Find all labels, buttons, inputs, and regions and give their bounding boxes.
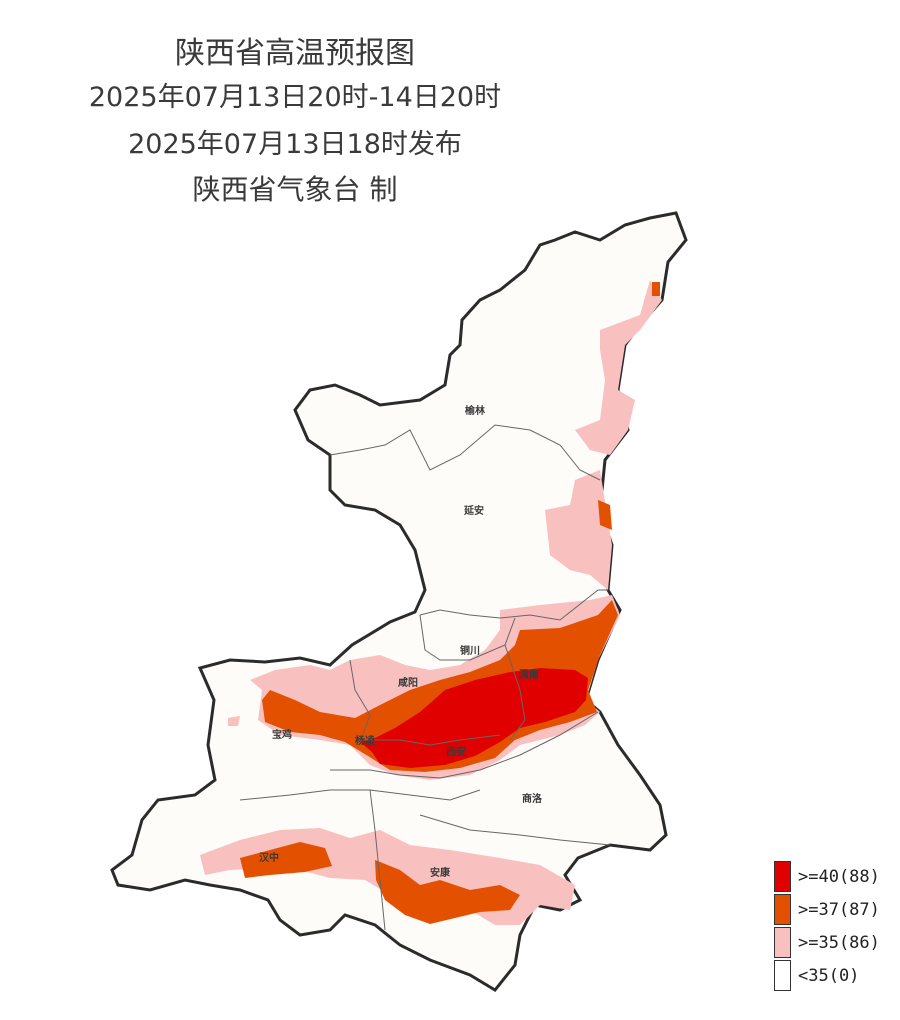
city-label-shangluo: 商洛 xyxy=(522,792,543,805)
legend-item-40: >=40(88) xyxy=(774,860,880,893)
city-label-yulin: 榆林 xyxy=(465,404,486,417)
city-label-xianyang: 咸阳 xyxy=(398,676,418,689)
city-label-yangling: 杨凌 xyxy=(355,734,376,747)
zone-37 xyxy=(240,282,660,924)
city-label-baoji: 宝鸡 xyxy=(272,728,292,741)
city-label-ankang: 安康 xyxy=(430,866,451,879)
legend-item-35: >=35(86) xyxy=(774,926,880,959)
legend-label-35: >=35(86) xyxy=(798,932,880,953)
legend-swatch-below-35 xyxy=(774,960,791,991)
issuer: 陕西省气象台 制 xyxy=(192,173,398,206)
legend: >=40(88) >=37(87) >=35(86) <35(0) xyxy=(774,860,880,992)
city-label-weinan: 渭南 xyxy=(519,668,539,681)
city-label-tongchuan: 铜川 xyxy=(460,644,480,657)
legend-item-below-35: <35(0) xyxy=(774,959,880,992)
legend-item-37: >=37(87) xyxy=(774,893,880,926)
legend-swatch-37 xyxy=(774,894,791,925)
city-label-yanan: 延安 xyxy=(463,504,484,517)
city-boundaries xyxy=(239,424,611,931)
map-title: 陕西省高温预报图 xyxy=(175,36,415,71)
legend-label-37: >=37(87) xyxy=(798,899,880,920)
city-label-hanzhong: 汉中 xyxy=(259,851,279,864)
legend-label-below-35: <35(0) xyxy=(798,965,860,986)
city-label-xian: 西安 xyxy=(446,745,466,758)
legend-swatch-40 xyxy=(774,861,791,892)
legend-label-40: >=40(88) xyxy=(798,866,880,887)
forecast-period: 2025年07月13日20时-14日20时 xyxy=(88,82,502,113)
issue-time: 2025年07月13日18时发布 xyxy=(128,129,462,160)
legend-swatch-35 xyxy=(774,927,791,958)
